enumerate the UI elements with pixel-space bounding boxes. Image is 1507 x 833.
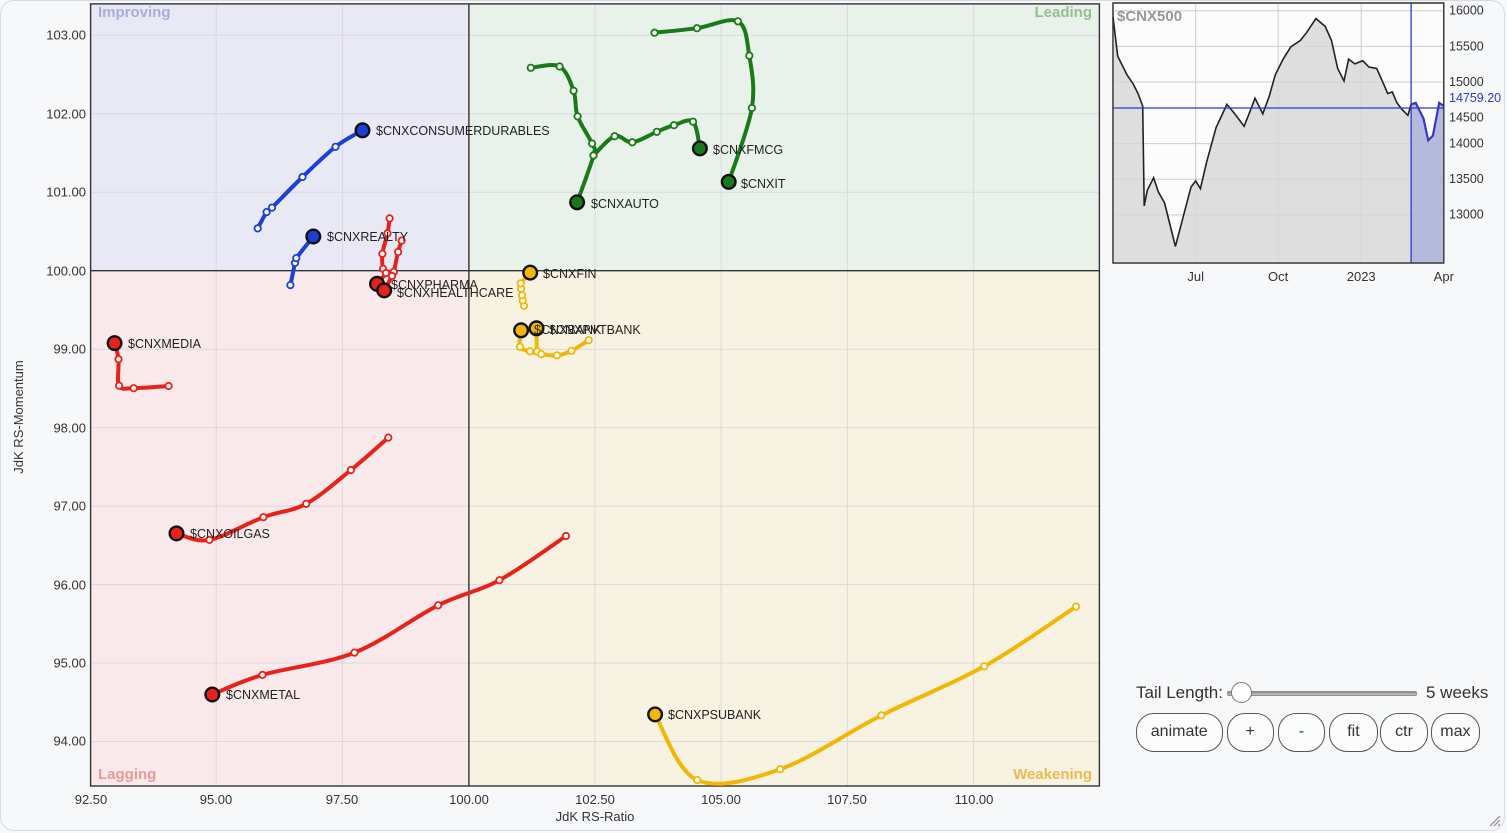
svg-text:$CNXPVTBANK: $CNXPVTBANK [549, 323, 641, 337]
svg-text:13000: 13000 [1449, 208, 1484, 222]
svg-text:Apr: Apr [1434, 269, 1455, 284]
svg-text:Weakening: Weakening [1013, 766, 1092, 783]
svg-text:$CNXREALTY: $CNXREALTY [327, 230, 409, 244]
svg-text:$CNXOILGAS: $CNXOILGAS [190, 527, 270, 541]
svg-text:Improving: Improving [98, 4, 171, 21]
svg-text:Oct: Oct [1268, 269, 1289, 284]
svg-text:$CNX500: $CNX500 [1117, 8, 1182, 25]
svg-text:15000: 15000 [1449, 75, 1484, 89]
svg-text:$CNXPSUBANK: $CNXPSUBANK [668, 708, 762, 722]
svg-text:Leading: Leading [1034, 4, 1092, 21]
svg-text:$CNXFMCG: $CNXFMCG [713, 143, 783, 157]
svg-text:16000: 16000 [1449, 4, 1484, 18]
svg-text:$CNXIT: $CNXIT [741, 177, 786, 191]
svg-text:Lagging: Lagging [98, 766, 156, 783]
svg-text:$CNXAUTO: $CNXAUTO [591, 197, 659, 211]
svg-text:14000: 14000 [1449, 137, 1484, 151]
svg-text:15500: 15500 [1449, 40, 1484, 54]
svg-text:Jul: Jul [1187, 269, 1204, 284]
svg-text:$CNXCONSUMERDURABLES: $CNXCONSUMERDURABLES [376, 124, 550, 138]
svg-text:14500: 14500 [1449, 111, 1484, 125]
svg-text:$CNXMEDIA: $CNXMEDIA [128, 337, 202, 351]
svg-text:$CNXHEALTHCARE: $CNXHEALTHCARE [397, 286, 513, 300]
svg-text:13500: 13500 [1449, 172, 1484, 186]
svg-text:14759.20: 14759.20 [1449, 91, 1501, 105]
svg-text:$CNXMETAL: $CNXMETAL [226, 688, 300, 702]
svg-text:$CNXFIN: $CNXFIN [543, 267, 596, 281]
svg-text:2023: 2023 [1347, 269, 1376, 284]
